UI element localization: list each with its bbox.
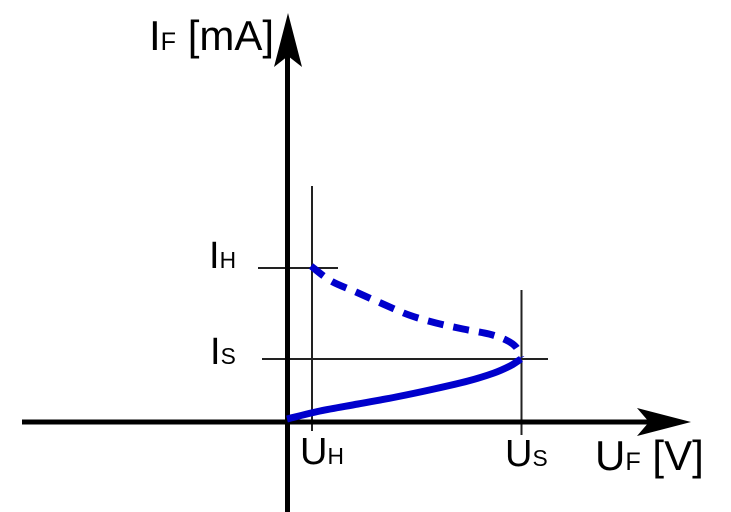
y-axis-subscript: F: [160, 28, 177, 56]
x-tick-label-us: US: [505, 435, 548, 473]
y-axis-symbol: I: [149, 12, 161, 59]
tick-ih-symbol: I: [209, 235, 220, 277]
x-axis-subscript: F: [625, 448, 641, 476]
tick-us-subscript: S: [532, 445, 548, 471]
dashed-branch-curve: [308, 263, 525, 360]
y-tick-label-ih: IH: [209, 237, 236, 275]
tick-ih-subscript: H: [219, 247, 237, 273]
tick-us-symbol: U: [505, 433, 533, 475]
solid-branch-curve: [286, 356, 523, 423]
x-axis-unit: [V]: [640, 432, 704, 479]
y-axis-title: IF [mA]: [149, 15, 274, 57]
tick-uh-symbol: U: [300, 431, 328, 473]
tick-uh-subscript: H: [327, 443, 344, 469]
x-axis-symbol: U: [595, 432, 626, 479]
x-axis-arrowhead-icon: [637, 408, 691, 436]
tick-is-subscript: S: [220, 343, 236, 369]
x-tick-label-uh: UH: [300, 433, 344, 471]
tick-is-symbol: I: [210, 331, 221, 373]
x-axis-title: UF [V]: [595, 435, 704, 477]
y-tick-label-is: IS: [210, 333, 236, 371]
y-axis-unit: [mA]: [176, 12, 275, 59]
y-axis-arrowhead-icon: [274, 13, 302, 67]
